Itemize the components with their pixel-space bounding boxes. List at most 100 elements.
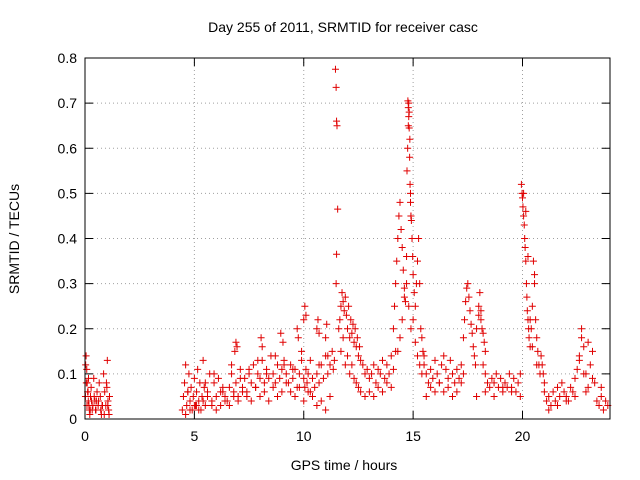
data-point [247,379,255,387]
data-point [393,257,401,265]
data-point [571,392,579,400]
data-point [440,388,448,396]
data-point [93,388,101,396]
data-point [526,316,534,324]
data-point [280,361,288,369]
data-point [438,361,446,369]
data-point [315,379,323,387]
data-point [520,189,528,197]
data-point [416,280,424,288]
data-point [265,374,273,382]
data-point [214,374,222,382]
data-point [529,257,537,265]
data-point [554,401,561,409]
data-point [567,383,575,391]
data-point [252,383,260,391]
data-point [336,316,344,324]
data-point [522,207,530,215]
data-point [370,361,378,369]
data-point [589,347,596,355]
data-point [328,347,336,355]
data-points [81,65,612,418]
data-point [508,388,516,396]
data-point [306,356,314,364]
y-tick-label: 0 [69,411,77,427]
data-point [391,302,399,310]
data-point [304,388,312,396]
data-point [560,388,568,396]
data-point [549,388,557,396]
data-point [398,316,406,324]
data-point [178,406,186,414]
data-point [345,302,353,310]
data-point [533,334,541,342]
data-point [228,370,236,378]
data-point [457,361,465,369]
data-point [490,379,498,387]
data-point [427,365,435,373]
data-point [462,298,470,306]
data-point [221,397,229,405]
data-point [451,379,459,387]
data-point [346,370,354,378]
data-point [376,370,384,378]
x-tick-label: 0 [81,428,89,444]
data-point [516,370,524,378]
data-point [405,113,413,121]
data-point [200,383,208,391]
data-point [396,334,404,342]
data-point [475,302,483,310]
data-point [431,388,439,396]
data-point [551,397,559,405]
data-point [195,406,203,414]
x-axis-label: GPS time / hours [291,457,398,473]
data-point [455,374,463,382]
data-point [340,307,348,315]
data-point [475,311,483,319]
data-point [287,361,295,369]
data-point [497,374,505,382]
data-point [404,144,412,152]
data-point [533,361,541,369]
data-point [208,401,216,409]
data-point [403,280,411,288]
data-point [602,397,610,405]
data-point [243,392,251,400]
data-point [385,370,393,378]
data-point [389,365,397,373]
data-point [326,361,334,369]
data-point [407,198,414,206]
data-point [467,320,475,328]
data-point [396,198,404,206]
data-point [85,374,92,382]
data-point [514,379,522,387]
data-point [473,392,481,400]
data-point [291,392,299,400]
data-point [466,307,474,315]
data-point [453,388,461,396]
data-point [332,83,340,91]
data-point [411,338,419,346]
data-point [417,325,425,333]
data-point [277,329,285,337]
data-point [217,401,225,409]
data-point [578,334,586,342]
data-point [486,383,494,391]
data-point [547,401,555,409]
data-point [524,253,532,261]
data-point [352,379,360,387]
data-point [398,244,406,252]
data-point [300,374,308,382]
data-point [449,370,456,378]
data-point [212,392,220,400]
data-point [204,392,211,400]
data-point [580,370,588,378]
data-point [293,325,301,333]
data-point [523,293,531,301]
data-point [347,316,355,324]
data-point [505,370,513,378]
data-point [435,379,443,387]
data-point [599,406,607,414]
data-point [344,352,351,360]
data-point [478,325,486,333]
